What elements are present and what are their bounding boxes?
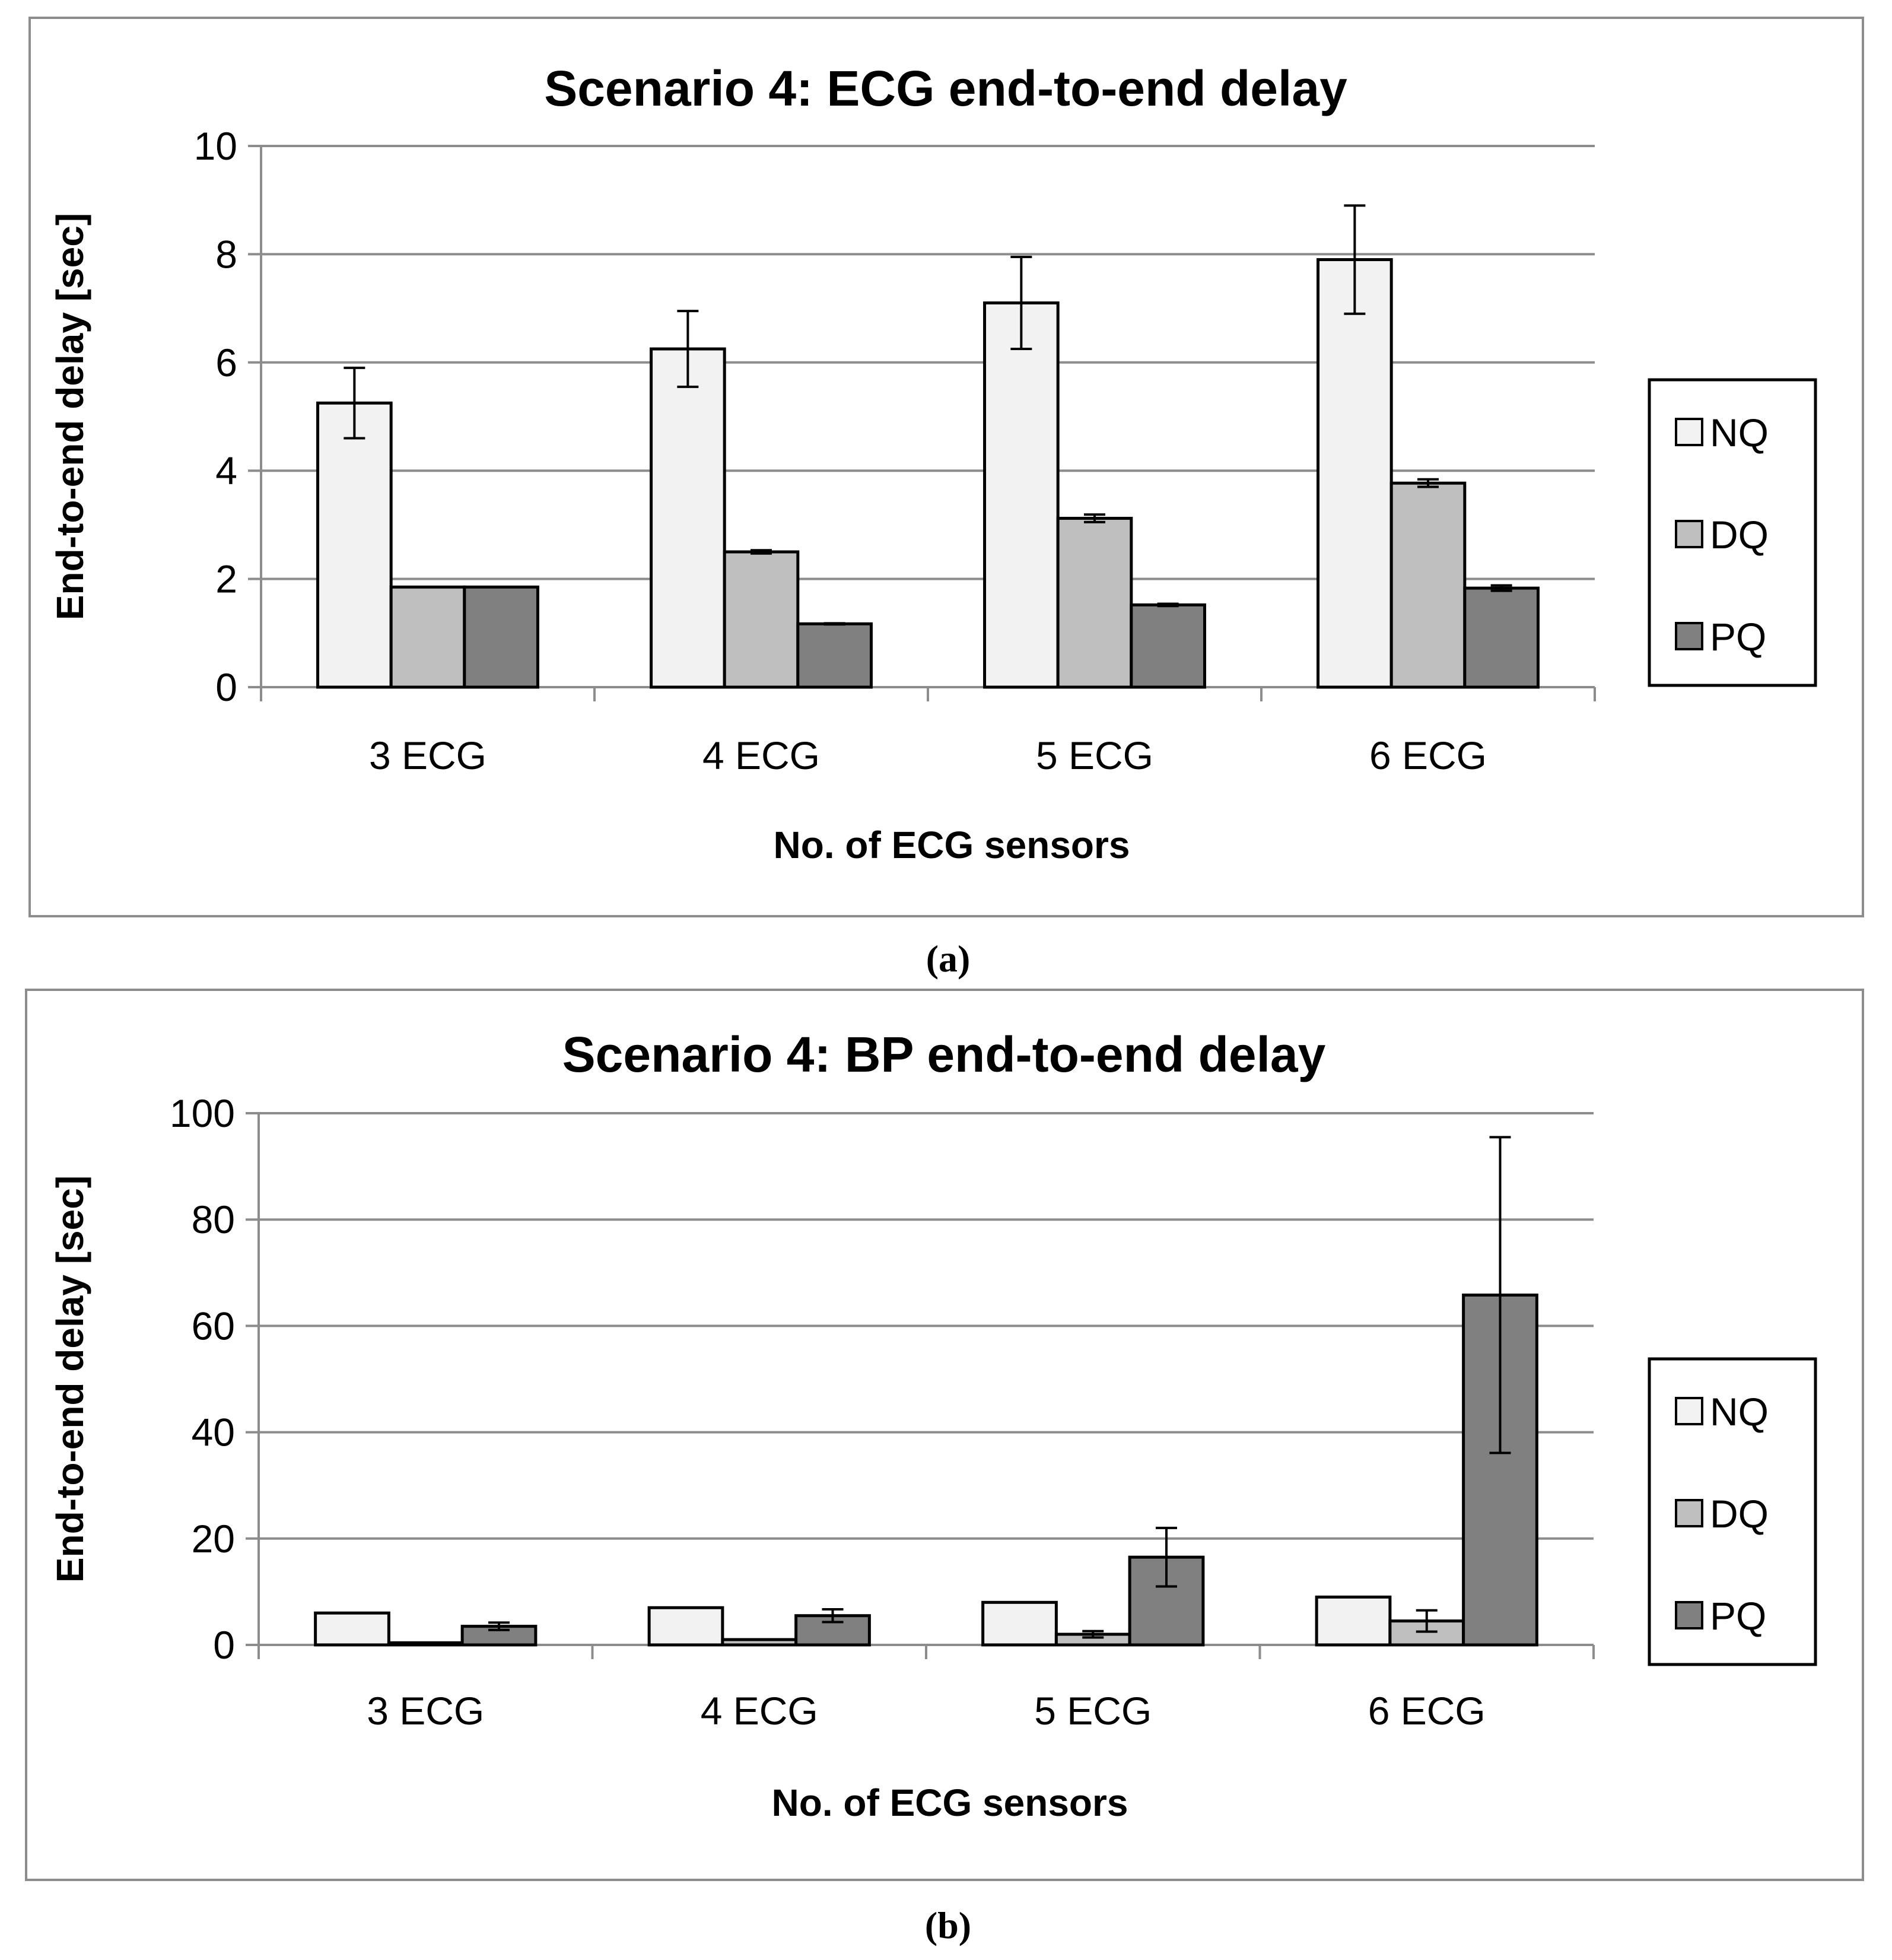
bar-pq [1130, 603, 1206, 689]
bar-nq [981, 1600, 1058, 1647]
y-axis-label: End-to-end delay [sec] [49, 1176, 91, 1583]
bar-dq [1389, 481, 1467, 689]
y-tick-label: 4 [215, 449, 237, 493]
bar-dq [1056, 516, 1133, 689]
y-tick-label: 0 [213, 1623, 235, 1667]
x-tick-label: 6 ECG [1368, 1689, 1486, 1733]
y-tick-label: 60 [192, 1304, 235, 1348]
x-tick-label: 3 ECG [367, 1689, 484, 1733]
y-tick-label: 40 [192, 1411, 235, 1454]
legend-swatch-pq [1675, 1601, 1703, 1629]
bar-nq [647, 1606, 724, 1647]
legend-label-dq: DQ [1710, 1492, 1769, 1536]
bar-nq [650, 347, 726, 689]
bar-dq [723, 550, 800, 689]
legend-label-pq: PQ [1710, 615, 1766, 659]
x-tick-label: 6 ECG [1369, 733, 1487, 777]
chart-frame [25, 989, 1864, 1881]
bar-nq [1315, 1595, 1392, 1647]
bar-nq [983, 301, 1060, 689]
y-tick-label: 0 [215, 665, 237, 709]
y-tick-label: 6 [215, 341, 237, 385]
bar-nq [1317, 258, 1393, 689]
bar-pq [1463, 586, 1540, 689]
legend-swatch-pq [1675, 622, 1703, 650]
legend-label-dq: DQ [1710, 513, 1769, 557]
panel-label: (a) [926, 938, 971, 980]
x-axis-label: No. of ECG sensors [772, 1781, 1128, 1824]
chart-frame [28, 17, 1864, 917]
bar-pq [796, 622, 873, 689]
y-tick-label: 2 [215, 557, 237, 601]
x-tick-label: 5 ECG [1034, 1689, 1152, 1733]
chart-title: Scenario 4: ECG end-to-end delay [544, 61, 1347, 116]
legend: NQ DQ PQ [1648, 1357, 1817, 1666]
bar-dq [721, 1638, 798, 1647]
legend-swatch-dq [1675, 520, 1703, 548]
bar-dq [389, 585, 466, 689]
y-tick-label: 100 [170, 1091, 235, 1135]
legend-swatch-nq [1675, 1397, 1703, 1425]
chart-panel-a: Scenario 4: ECG end-to-end delay 0 2 4 6 8 10 3… [28, 17, 1864, 980]
legend-label-nq: NQ [1710, 411, 1769, 455]
x-tick-label: 4 ECG [702, 733, 820, 777]
bar-nq [314, 1611, 390, 1647]
x-tick-label: 4 ECG [701, 1689, 818, 1733]
bar-dq [387, 1641, 464, 1647]
chart-title: Scenario 4: BP end-to-end delay [562, 1027, 1326, 1082]
x-tick-label: 5 ECG [1036, 733, 1153, 777]
legend-swatch-nq [1675, 418, 1703, 446]
legend-label-nq: NQ [1710, 1390, 1769, 1434]
x-tick-label: 3 ECG [369, 733, 486, 777]
x-axis-label: No. of ECG sensors [774, 824, 1130, 866]
panel-label: (b) [925, 1904, 971, 1946]
y-tick-label: 80 [192, 1197, 235, 1241]
y-axis-label: End-to-end delay [sec] [49, 213, 91, 620]
y-tick-label: 8 [215, 232, 237, 276]
chart-panel-b: Scenario 4: BP end-to-end delay 0 20 40 60 80… [25, 989, 1864, 1946]
y-tick-label: 10 [194, 124, 237, 168]
bar-nq [316, 401, 393, 689]
y-tick-label: 20 [192, 1517, 235, 1561]
legend-label-pq: PQ [1710, 1594, 1766, 1638]
legend: NQ DQ PQ [1648, 378, 1817, 687]
legend-swatch-dq [1675, 1499, 1703, 1527]
bar-pq [463, 585, 539, 689]
